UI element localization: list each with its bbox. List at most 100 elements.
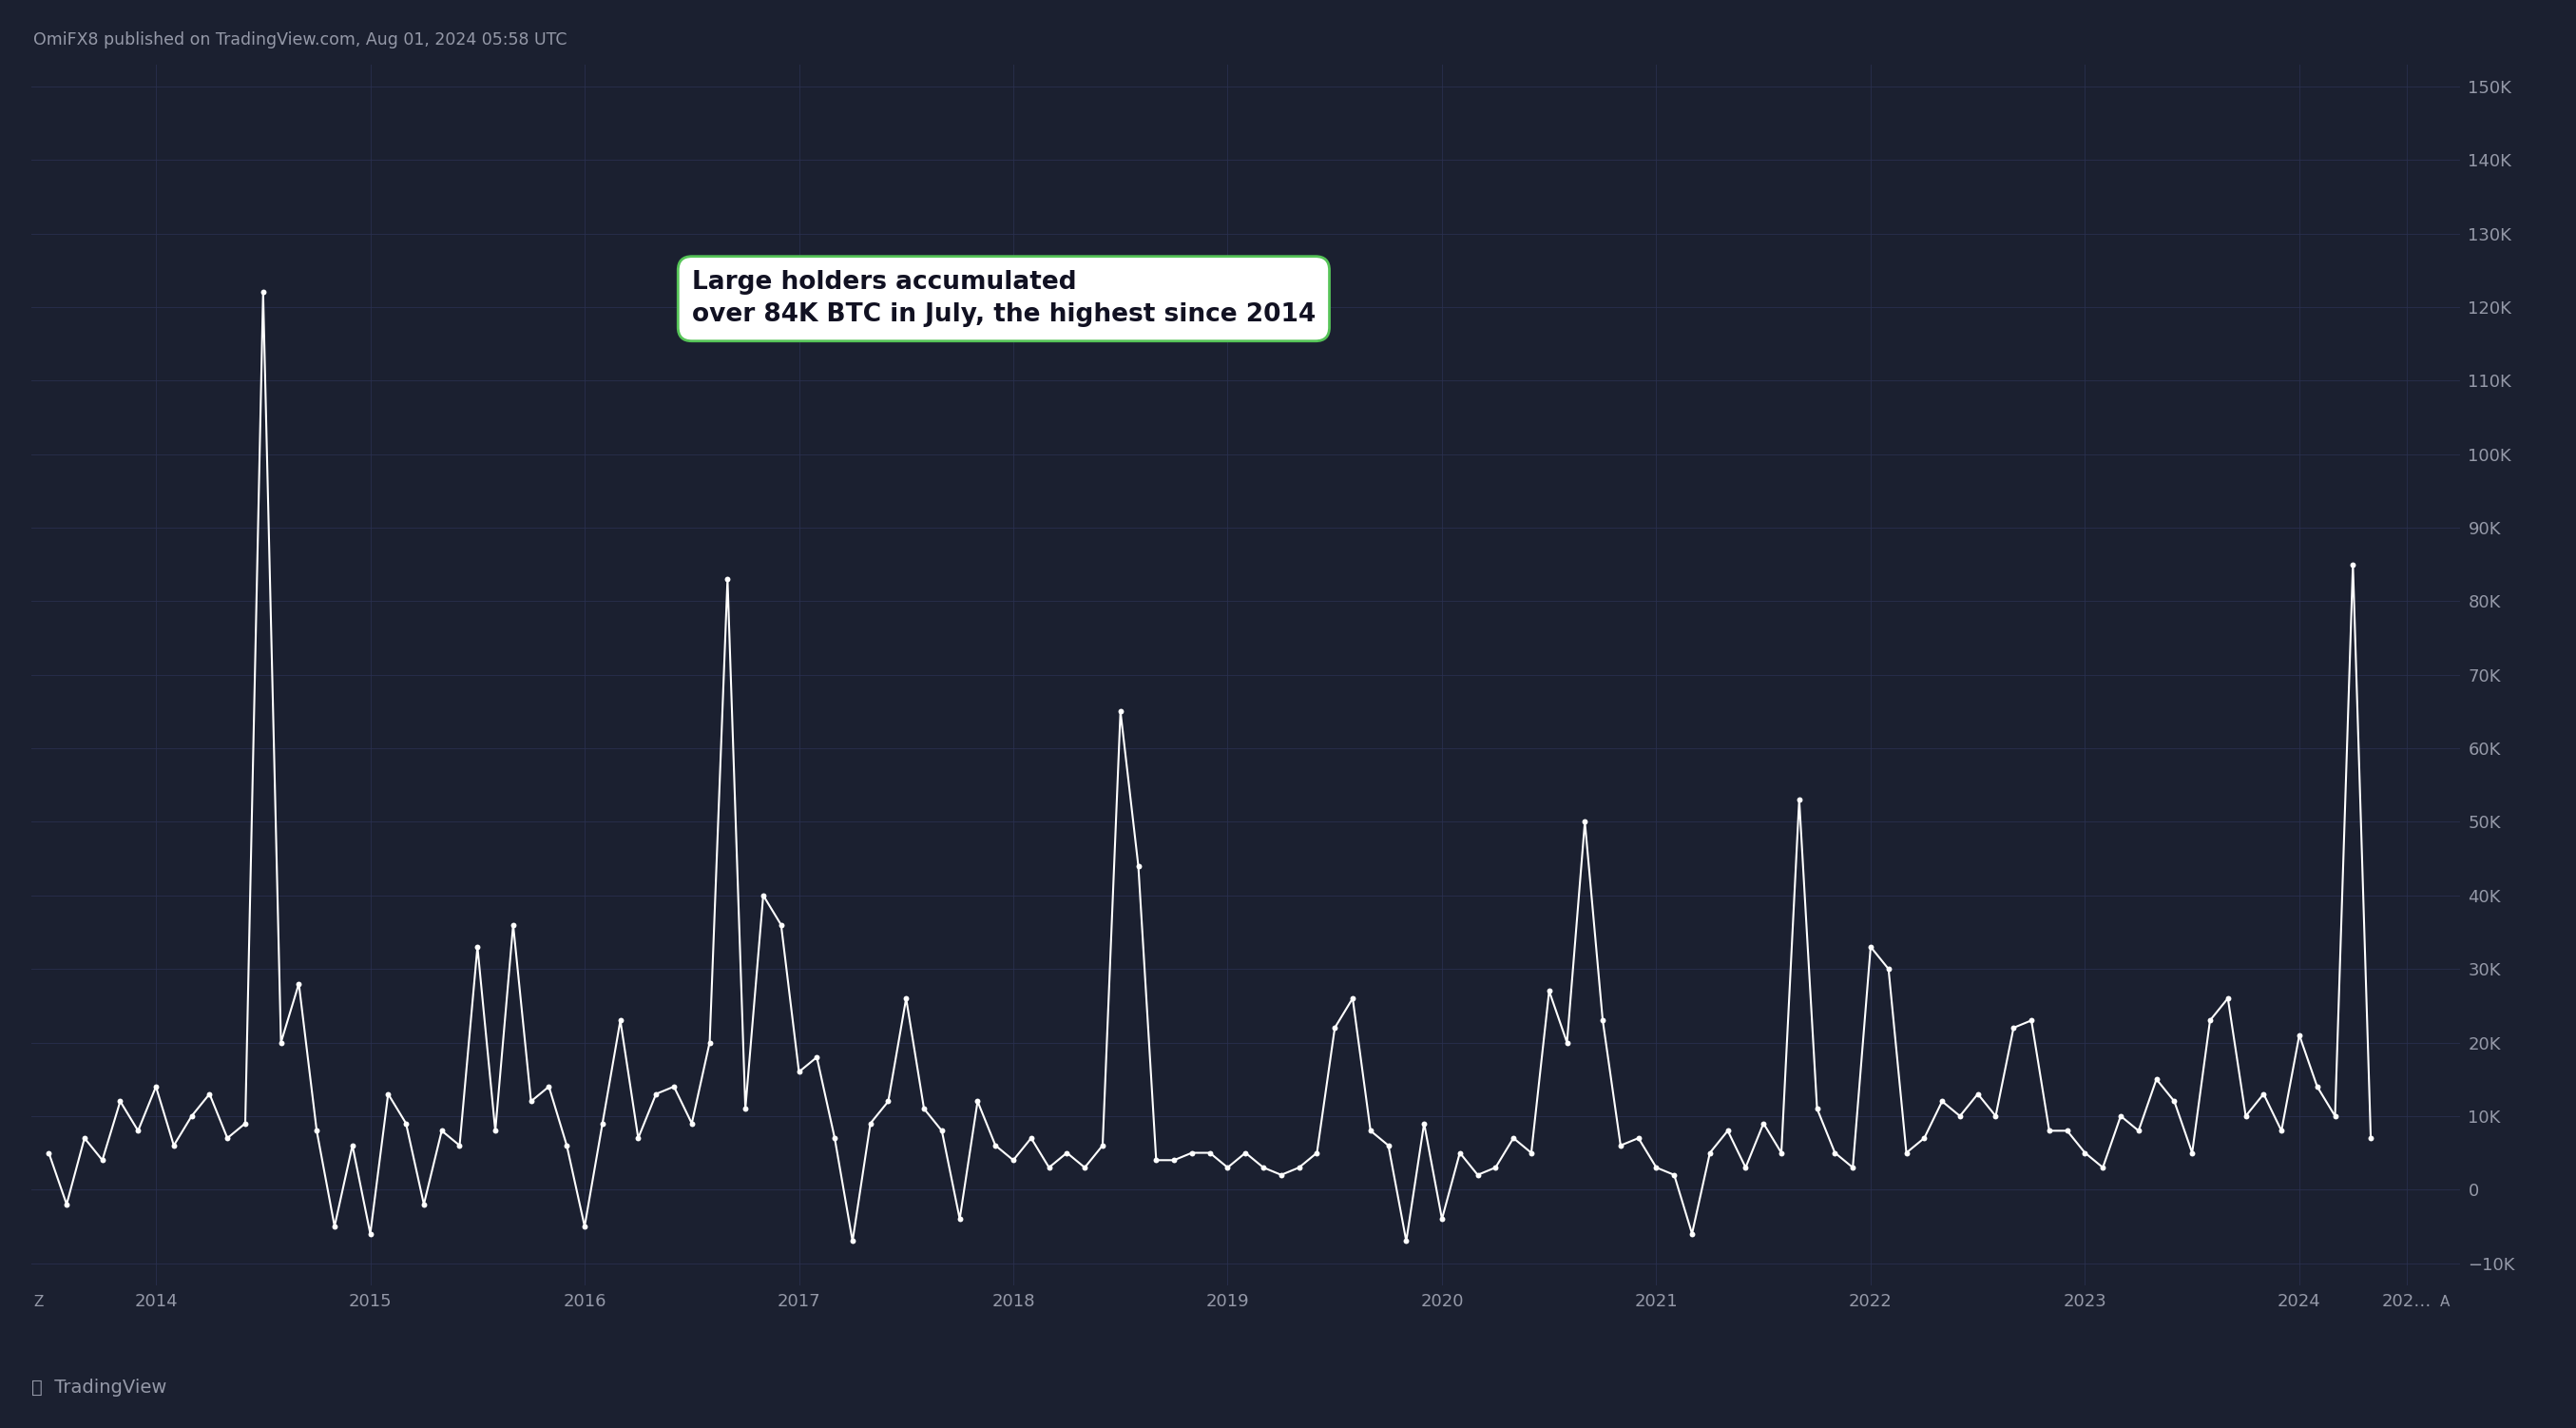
Point [672,1112,714,1135]
Point [1976,1105,2017,1128]
Point [1494,1127,1535,1150]
Point [1296,1141,1337,1164]
Point [1636,1157,1677,1180]
Point [2172,1141,2213,1164]
Point [2099,1105,2141,1128]
Point [1546,1031,1587,1054]
Point [1386,1230,1427,1252]
Point [528,1075,569,1098]
Point [1154,1148,1195,1171]
Text: Z: Z [33,1295,44,1309]
Point [1958,1082,1999,1105]
Point [1028,1157,1069,1180]
Point [510,1090,551,1112]
Point [1528,980,1569,1002]
Point [492,914,533,937]
Point [1476,1157,1517,1180]
Point [1458,1164,1499,1187]
Point [1762,1141,1803,1164]
Point [742,884,783,907]
Point [1690,1141,1731,1164]
Point [1064,1157,1105,1180]
Point [1564,811,1605,834]
Point [2081,1157,2123,1180]
Text: A: A [2439,1295,2450,1309]
Point [170,1105,211,1128]
Point [314,1215,355,1238]
Point [1422,1208,1463,1231]
Point [1708,1120,1749,1142]
Point [654,1075,696,1098]
Point [1332,987,1373,1010]
Point [420,1120,461,1142]
Point [618,1127,659,1150]
Point [1850,935,1891,958]
Point [796,1045,837,1068]
Point [546,1134,587,1157]
Point [2154,1090,2195,1112]
Point [1136,1148,1177,1171]
Point [1582,1010,1623,1032]
Point [260,1031,301,1054]
Point [1868,958,1909,981]
Point [474,1120,515,1142]
Text: 📈  TradingView: 📈 TradingView [31,1378,167,1397]
Point [1350,1120,1391,1142]
Point [2313,1105,2354,1128]
Point [1242,1157,1283,1180]
Point [1260,1164,1301,1187]
Point [2117,1120,2159,1142]
Point [1904,1127,1945,1150]
Point [832,1230,873,1252]
Point [332,1134,374,1157]
Point [1172,1141,1213,1164]
Point [1118,854,1159,877]
Point [2331,553,2372,575]
Point [2298,1075,2339,1098]
Point [224,1112,265,1135]
Point [206,1127,247,1150]
Point [724,1097,765,1120]
Point [2208,987,2249,1010]
Point [582,1112,623,1135]
Point [2262,1120,2303,1142]
Point [600,1010,641,1032]
Point [82,1148,124,1171]
Point [1672,1222,1713,1245]
Point [1100,700,1141,723]
Point [886,987,927,1010]
Point [1886,1141,1927,1164]
Point [760,914,801,937]
Point [1832,1157,1873,1180]
Point [1314,1017,1355,1040]
Point [1404,1112,1445,1135]
Point [1046,1141,1087,1164]
Point [137,1075,178,1098]
Text: Large holders accumulated
over 84K BTC in July, the highest since 2014: Large holders accumulated over 84K BTC i… [693,270,1316,327]
Point [1010,1127,1051,1150]
Point [46,1192,88,1215]
Point [850,1112,891,1135]
Point [564,1215,605,1238]
Point [368,1082,410,1105]
Point [2244,1082,2285,1105]
Point [2190,1010,2231,1032]
Point [992,1148,1033,1171]
Point [1777,788,1819,811]
Point [350,1222,392,1245]
Point [1368,1134,1409,1157]
Point [2349,1127,2391,1150]
Point [28,1141,70,1164]
Point [1994,1017,2035,1040]
Point [868,1090,909,1112]
Point [1795,1097,1837,1120]
Point [904,1097,945,1120]
Point [100,1090,142,1112]
Point [1510,1141,1551,1164]
Point [1814,1141,1855,1164]
Point [706,568,747,591]
Point [1940,1105,1981,1128]
Point [1278,1157,1319,1180]
Point [2280,1024,2321,1047]
Point [2136,1068,2177,1091]
